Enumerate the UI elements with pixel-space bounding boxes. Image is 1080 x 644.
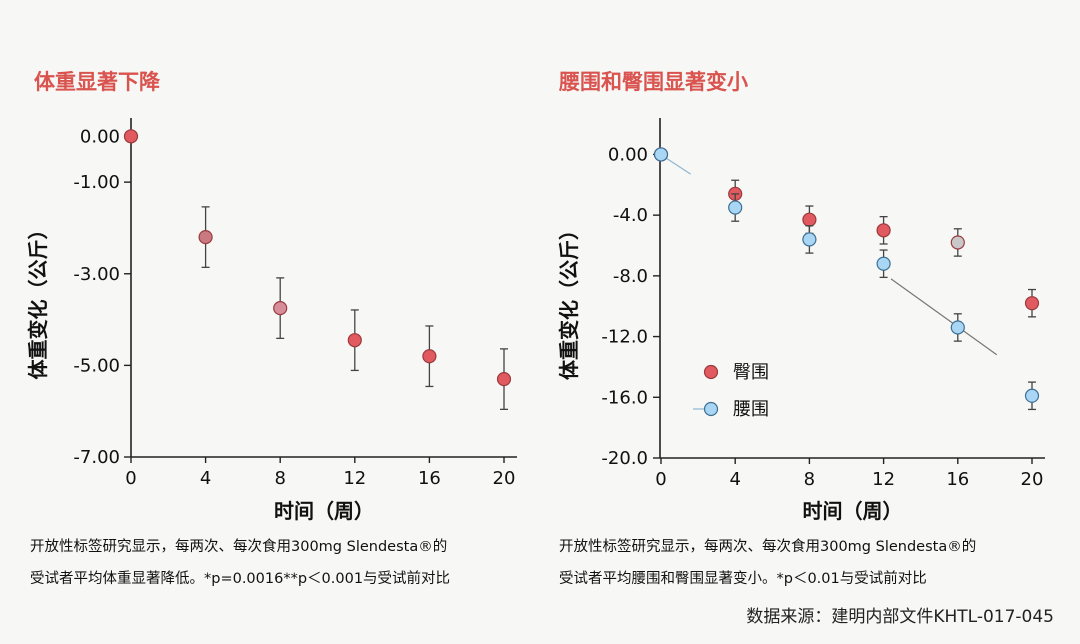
left-caption-line2: 受试者平均体重显著降低。*p=0.0016**p＜0.001与受试前对比 [30,571,451,587]
x-tick-label: 16 [946,469,969,490]
x-tick-label: 12 [872,469,895,490]
chart-2: 0.00 -4.0 -8.0 -12.0 -16.0 -20.0 0 4 8 12 16 20 时间（周… [557,118,1045,523]
y-tick-label: -5.00 [73,355,120,376]
x-tick-label: 0 [125,468,136,489]
data-point-臀围-16 [950,235,965,250]
data-point-腰围-12 [876,256,891,271]
legend-label: 臀围 [733,362,769,383]
data-point-腰围-16 [950,320,965,335]
data-point-臀围-20 [1024,296,1040,311]
y-tick-label: -3.00 [73,264,120,285]
x-tick-label: 4 [200,468,211,489]
data-point-series-20 [496,372,512,387]
data-point-臀围-8 [802,212,817,227]
x-tick-label: 8 [274,468,285,489]
data-point-series-12 [347,333,362,348]
data-point-腰围-8 [802,232,817,247]
y-tick-label: -1.00 [73,172,120,193]
x-tick-label: 8 [804,469,815,490]
legend-marker [703,364,719,380]
legend-marker [703,401,719,417]
x-tick-label: 4 [729,469,740,490]
trend-line [664,156,692,175]
data-point-腰围-4 [728,200,743,215]
x-tick-label: 20 [493,468,516,489]
y-tick-label: -4.0 [613,205,648,226]
y-tick-label: -16.0 [601,387,648,408]
y-tick-label: -8.0 [613,266,648,287]
data-point-series-0 [123,129,139,144]
right-caption: 开放性标签研究显示，每两次、每次食用300mg Slendesta®的 受试者平… [559,531,976,595]
data-point-series-8 [273,301,288,316]
y-tick-label: 0.00 [608,144,648,165]
x-tick-label: 20 [1021,469,1044,490]
x-axis-label: 时间（周） [274,499,374,523]
x-axis-label: 时间（周） [803,499,903,523]
data-point-腰围-20 [1024,388,1040,403]
y-axis-label: 体重变化（公斤） [26,220,50,380]
right-caption-line1: 开放性标签研究显示，每两次、每次食用300mg Slendesta®的 [559,539,977,555]
data-point-series-4 [198,230,213,245]
data-point-腰围-0 [653,147,669,162]
x-tick-label: 12 [343,468,366,489]
data-point-series-16 [422,349,437,364]
y-tick-label: 0.00 [80,126,120,147]
y-tick-label: -7.00 [73,447,120,468]
y-tick-label: -20.0 [601,448,648,469]
data-source-note: 数据来源：建明内部文件KHTL-017-045 [746,607,1054,627]
x-tick-label: 0 [655,469,666,490]
chart-1: 0.00 -1.00 -3.00 -5.00 -7.000 4 8 12 16 20 时间（周） 体重… [26,118,517,523]
x-tick-label: 16 [418,468,441,489]
left-panel-title: 体重显著下降 [34,70,160,94]
y-axis-label: 体重变化（公斤） [557,220,581,380]
right-panel-title: 腰围和臀围显著变小 [559,70,748,94]
legend-label: 腰围 [733,399,769,420]
left-caption: 开放性标签研究显示，每两次、每次食用300mg Slendesta®的 受试者平… [30,531,450,595]
data-point-臀围-12 [876,223,891,238]
left-caption-line1: 开放性标签研究显示，每两次、每次食用300mg Slendesta®的 [30,539,448,555]
y-tick-label: -12.0 [601,327,648,348]
trend-line [890,278,998,356]
right-caption-line2: 受试者平均腰围和臀围显著变小。*p＜0.01与受试前对比 [559,571,927,587]
